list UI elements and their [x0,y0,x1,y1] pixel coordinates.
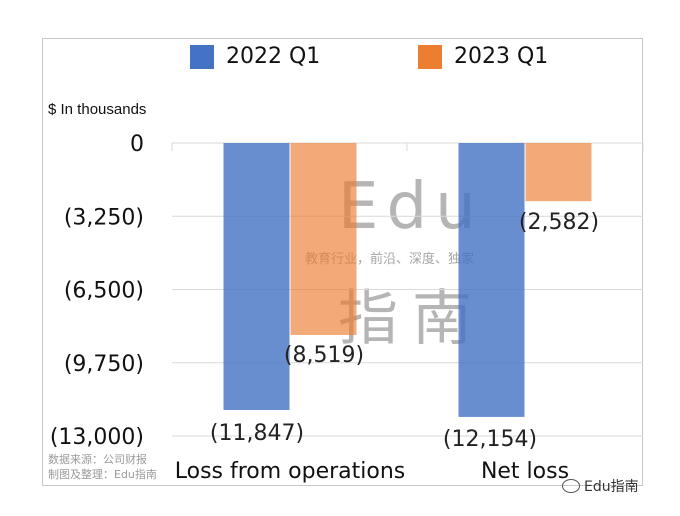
wechat-icon [562,479,580,493]
legend-item-2022: 2022 Q1 [190,44,320,69]
source-line-2: 制图及整理：Edu指南 [48,468,157,481]
y-tick-label: (6,500) [64,279,144,304]
data-label: (12,154) [443,427,537,452]
legend-item-2023: 2023 Q1 [418,44,548,69]
watermark-logo: Edu [338,170,484,244]
y-tick-label: (9,750) [64,352,144,377]
legend-swatch-2023 [418,44,442,69]
bar-2022-q1-0 [223,143,290,411]
source-note: 数据来源：公司财报 制图及整理：Edu指南 [48,452,157,482]
bar-2022-q1-1 [458,143,525,417]
source-line-1: 数据来源：公司财报 [48,453,147,466]
bar-2023-q1-0 [290,143,357,336]
brand-footer: Edu指南 [562,476,639,496]
y-tick-label: 0 [130,132,144,157]
brand-name: Edu指南 [584,479,639,495]
chart-frame [42,38,643,486]
legend-swatch-2022 [190,44,214,69]
x-category-label: Net loss [481,459,569,484]
watermark-name: 指南 [338,284,486,354]
y-tick-label: (13,000) [50,425,144,450]
data-label: (11,847) [210,421,304,446]
data-label: (2,582) [519,210,599,235]
x-category-label: Loss from operations [175,459,406,484]
legend-label-2023: 2023 Q1 [454,44,549,69]
bar-2023-q1-1 [525,143,592,202]
data-label: (8,519) [284,343,364,368]
y-axis-unit-label: $ In thousands [48,101,147,118]
legend-label-2022: 2022 Q1 [226,44,321,69]
y-tick-label: (3,250) [64,205,144,230]
